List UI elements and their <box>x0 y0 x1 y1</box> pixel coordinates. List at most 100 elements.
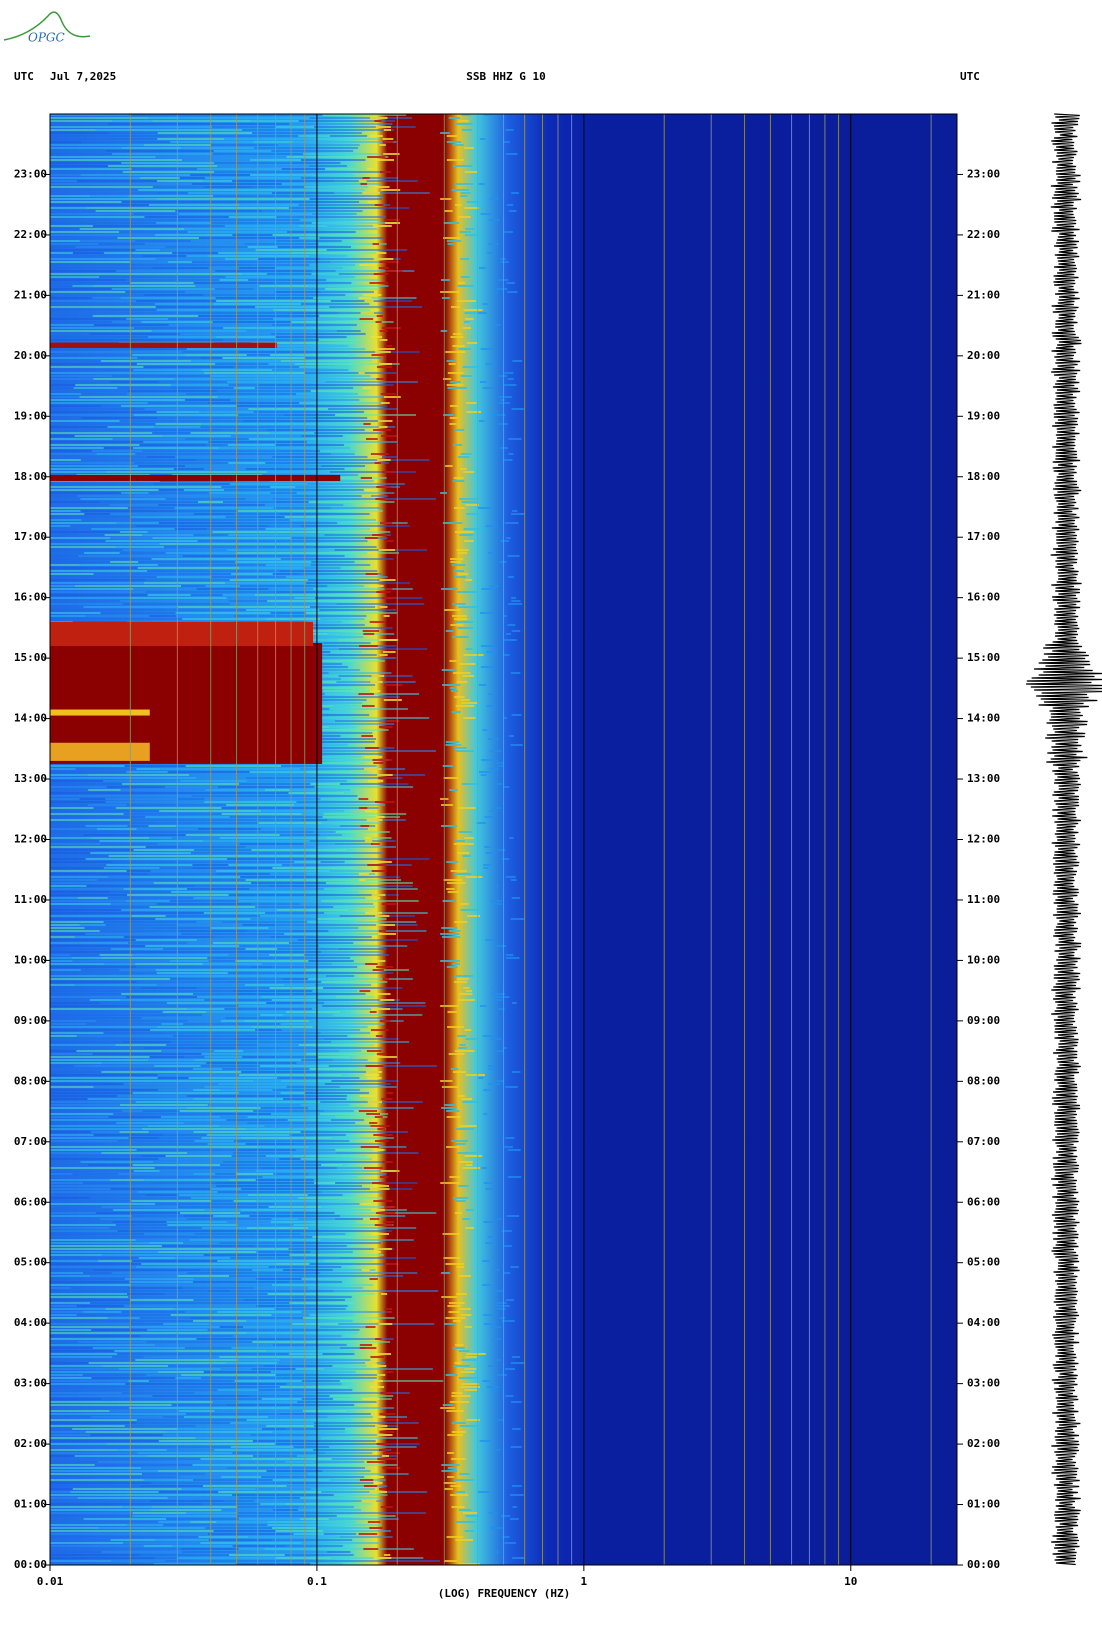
texture-stripe <box>361 495 372 497</box>
texture-stripe <box>272 192 335 194</box>
texture-stripe <box>50 288 112 290</box>
texture-stripe <box>511 1356 521 1358</box>
texture-stripe <box>293 1155 367 1157</box>
texture-stripe <box>375 1140 389 1142</box>
texture-stripe <box>232 612 271 614</box>
texture-stripe <box>444 1323 456 1325</box>
texture-stripe <box>308 1275 404 1277</box>
texture-stripe <box>173 1308 275 1310</box>
texture-stripe <box>511 1071 521 1073</box>
texture-stripe <box>241 1188 316 1190</box>
texture-stripe <box>50 942 129 944</box>
texture-stripe <box>50 1368 119 1370</box>
texture-stripe <box>481 759 495 761</box>
texture-stripe <box>145 846 177 848</box>
texture-stripe <box>331 1080 399 1082</box>
texture-stripe <box>369 1011 377 1013</box>
texture-stripe <box>50 294 145 296</box>
texture-stripe <box>358 1110 378 1112</box>
texture-stripe <box>145 1194 179 1196</box>
texture-stripe <box>172 387 234 389</box>
texture-stripe <box>379 1488 386 1490</box>
texture-stripe <box>50 189 139 191</box>
texture-stripe <box>456 1491 466 1493</box>
texture-stripe <box>50 1458 101 1460</box>
texture-stripe <box>252 1341 292 1343</box>
texture-stripe <box>211 576 265 578</box>
texture-stripe <box>324 1110 354 1112</box>
texture-stripe <box>507 576 514 578</box>
texture-stripe <box>135 525 169 527</box>
texture-stripe <box>50 384 76 386</box>
texture-stripe <box>189 201 286 203</box>
texture-stripe <box>141 1263 174 1265</box>
texture-stripe <box>314 126 416 128</box>
texture-stripe <box>50 1371 158 1373</box>
texture-stripe <box>103 921 197 923</box>
texture-stripe <box>173 1263 223 1265</box>
texture-stripe <box>296 393 358 395</box>
texture-stripe <box>237 1551 327 1553</box>
texture-stripe <box>50 1284 131 1286</box>
texture-stripe <box>451 1392 463 1394</box>
texture-stripe <box>375 1338 382 1340</box>
texture-stripe <box>312 990 358 992</box>
texture-stripe <box>50 1023 87 1025</box>
texture-stripe <box>271 324 357 326</box>
texture-stripe <box>320 1032 371 1034</box>
texture-stripe <box>508 438 522 440</box>
texture-stripe <box>327 633 395 635</box>
texture-stripe <box>316 891 359 893</box>
texture-stripe <box>50 429 135 431</box>
texture-stripe <box>207 402 300 404</box>
texture-stripe <box>214 288 254 290</box>
texture-stripe <box>222 1266 269 1268</box>
texture-stripe <box>457 978 469 980</box>
texture-stripe <box>184 1347 232 1349</box>
texture-event <box>50 742 150 761</box>
texture-stripe <box>510 1401 522 1403</box>
texture-stripe <box>454 183 474 185</box>
texture-stripe <box>485 1188 493 1190</box>
texture-stripe <box>382 978 390 980</box>
texture-stripe <box>112 1221 167 1223</box>
texture-stripe <box>324 1083 391 1085</box>
texture-stripe <box>131 1323 164 1325</box>
texture-stripe <box>72 285 94 287</box>
texture-stripe <box>125 900 170 902</box>
texture-stripe <box>91 450 143 452</box>
texture-stripe <box>50 1266 137 1268</box>
texture-stripe <box>75 384 171 386</box>
texture-stripe <box>381 435 397 437</box>
texture-stripe <box>359 879 366 881</box>
texture-stripe <box>300 1158 372 1160</box>
texture-stripe <box>250 174 354 176</box>
texture-stripe <box>314 432 382 434</box>
texture-stripe <box>205 789 238 791</box>
texture-stripe <box>50 513 85 515</box>
texture-stripe <box>229 603 337 605</box>
y-tick-label: 00:00 <box>14 1558 47 1571</box>
texture-stripe <box>180 930 247 932</box>
texture-stripe <box>95 129 206 131</box>
texture-stripe <box>452 144 464 146</box>
texture-stripe <box>183 228 275 230</box>
texture-stripe <box>179 177 205 179</box>
texture-stripe <box>323 1530 391 1532</box>
texture-stripe <box>315 846 396 848</box>
texture-stripe <box>458 348 472 350</box>
texture-stripe <box>183 1416 269 1418</box>
texture-stripe <box>218 1083 325 1085</box>
texture-stripe <box>211 1113 272 1115</box>
texture-stripe <box>70 1287 129 1289</box>
texture-stripe <box>50 1356 112 1358</box>
texture-stripe <box>459 498 479 500</box>
y-tick-label: 08:00 <box>14 1074 47 1087</box>
texture-stripe <box>50 993 122 995</box>
texture-stripe <box>301 1002 325 1004</box>
texture-stripe <box>480 666 494 668</box>
texture-stripe <box>259 384 314 386</box>
y-tick-label: 17:00 <box>14 530 47 543</box>
texture-stripe <box>184 465 254 467</box>
texture-stripe <box>227 981 322 983</box>
